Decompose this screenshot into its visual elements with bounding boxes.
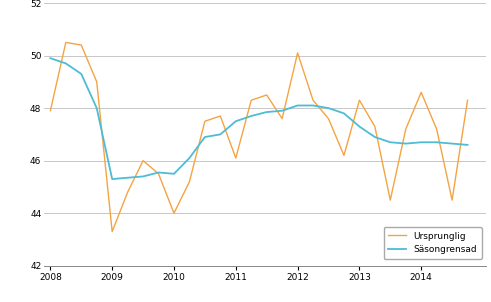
Ursprunglig bbox=[218, 114, 223, 118]
Säsongrensad bbox=[418, 140, 424, 144]
Säsongrensad bbox=[295, 104, 300, 107]
Ursprunglig bbox=[202, 119, 208, 123]
Ursprunglig bbox=[279, 117, 285, 120]
Säsongrensad bbox=[464, 143, 470, 147]
Line: Säsongrensad: Säsongrensad bbox=[51, 58, 467, 179]
Ursprunglig bbox=[109, 230, 115, 233]
Säsongrensad bbox=[248, 114, 254, 118]
Ursprunglig bbox=[248, 98, 254, 102]
Säsongrensad bbox=[279, 109, 285, 113]
Säsongrensad bbox=[387, 140, 393, 144]
Säsongrensad bbox=[140, 175, 146, 178]
Säsongrensad bbox=[156, 171, 162, 174]
Ursprunglig bbox=[464, 98, 470, 102]
Säsongrensad bbox=[94, 106, 100, 110]
Ursprunglig bbox=[403, 127, 409, 131]
Säsongrensad bbox=[109, 177, 115, 181]
Säsongrensad bbox=[310, 104, 316, 107]
Säsongrensad bbox=[341, 111, 347, 115]
Ursprunglig bbox=[171, 211, 177, 215]
Ursprunglig bbox=[326, 117, 331, 120]
Säsongrensad bbox=[171, 172, 177, 175]
Säsongrensad bbox=[356, 125, 362, 128]
Ursprunglig bbox=[187, 180, 192, 184]
Säsongrensad bbox=[403, 142, 409, 145]
Ursprunglig bbox=[341, 154, 347, 157]
Ursprunglig bbox=[372, 125, 378, 128]
Ursprunglig bbox=[140, 159, 146, 162]
Säsongrensad bbox=[372, 135, 378, 139]
Säsongrensad bbox=[434, 140, 439, 144]
Ursprunglig bbox=[94, 80, 100, 84]
Ursprunglig bbox=[125, 190, 131, 194]
Säsongrensad bbox=[233, 119, 239, 123]
Ursprunglig bbox=[156, 172, 162, 175]
Ursprunglig bbox=[434, 127, 439, 131]
Säsongrensad bbox=[187, 156, 192, 160]
Säsongrensad bbox=[79, 72, 84, 76]
Ursprunglig bbox=[63, 41, 69, 44]
Säsongrensad bbox=[63, 62, 69, 65]
Ursprunglig bbox=[264, 93, 270, 97]
Ursprunglig bbox=[356, 98, 362, 102]
Ursprunglig bbox=[310, 98, 316, 102]
Ursprunglig bbox=[48, 109, 54, 113]
Ursprunglig bbox=[449, 198, 455, 202]
Säsongrensad bbox=[218, 133, 223, 136]
Ursprunglig bbox=[295, 51, 300, 55]
Säsongrensad bbox=[326, 106, 331, 110]
Säsongrensad bbox=[449, 142, 455, 145]
Ursprunglig bbox=[79, 43, 84, 47]
Ursprunglig bbox=[233, 156, 239, 160]
Ursprunglig bbox=[387, 198, 393, 202]
Säsongrensad bbox=[264, 110, 270, 114]
Säsongrensad bbox=[48, 56, 54, 60]
Ursprunglig bbox=[418, 91, 424, 94]
Line: Ursprunglig: Ursprunglig bbox=[51, 43, 467, 232]
Säsongrensad bbox=[125, 176, 131, 180]
Säsongrensad bbox=[202, 135, 208, 139]
Legend: Ursprunglig, Säsongrensad: Ursprunglig, Säsongrensad bbox=[383, 227, 482, 259]
